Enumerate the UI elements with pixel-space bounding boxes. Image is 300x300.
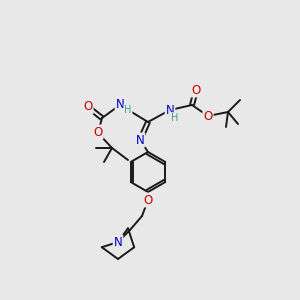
Text: O: O <box>203 110 213 122</box>
Text: O: O <box>93 125 103 139</box>
Text: O: O <box>191 83 201 97</box>
Text: O: O <box>83 100 93 113</box>
Text: H: H <box>124 105 132 115</box>
Text: N: N <box>136 134 144 146</box>
Text: H: H <box>171 113 179 123</box>
Text: N: N <box>114 236 122 248</box>
Text: N: N <box>166 103 174 116</box>
Text: N: N <box>116 98 124 112</box>
Text: O: O <box>143 194 153 206</box>
